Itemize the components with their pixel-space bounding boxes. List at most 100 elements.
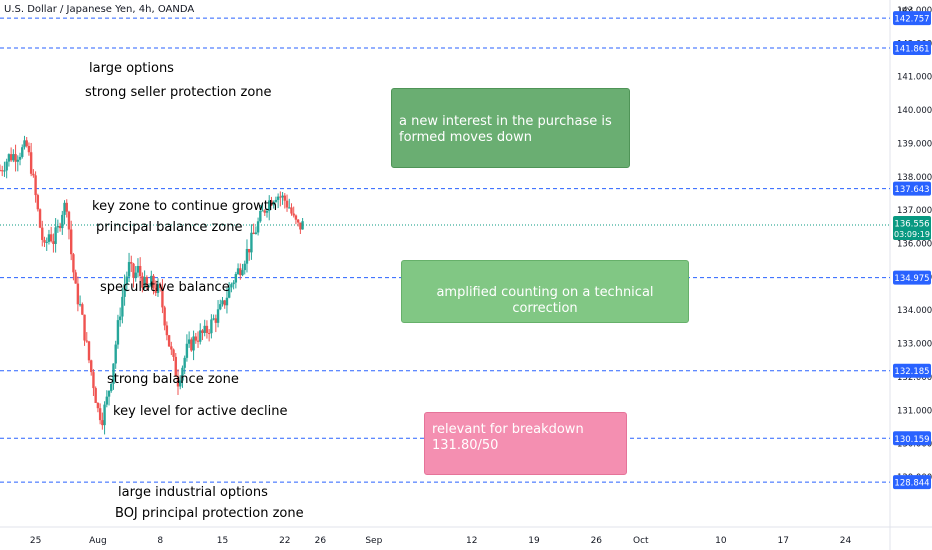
candle-body xyxy=(196,340,200,342)
candle-body xyxy=(150,275,153,287)
y-tick-label: 139.000 xyxy=(897,139,932,149)
candle-body xyxy=(283,195,286,201)
y-tick-label: 137.000 xyxy=(897,206,932,216)
candle-body xyxy=(110,383,113,391)
candle-body xyxy=(47,234,51,242)
y-tick-label: 134.000 xyxy=(897,306,932,316)
candle-body xyxy=(14,154,17,162)
y-tick-label: 133.000 xyxy=(897,340,932,350)
candle-body xyxy=(239,268,242,276)
candle-body xyxy=(141,276,144,288)
label-principal-balance: principal balance zone xyxy=(96,220,243,235)
candle-body xyxy=(263,210,266,213)
candle-body xyxy=(194,336,197,341)
candle-body xyxy=(179,380,182,387)
candle-body xyxy=(272,201,275,206)
chart-title: U.S. Dollar / Japanese Yen, 4h, OANDA xyxy=(4,4,195,15)
x-tick-label: 15 xyxy=(217,536,228,546)
candle-body xyxy=(67,211,71,230)
candle-body xyxy=(192,336,195,351)
level-tag-label: 137.643 xyxy=(894,185,929,195)
note-technical-correction[interactable]: amplified counting on a technical correc… xyxy=(401,260,689,323)
candle-body xyxy=(54,227,57,244)
label-key-level-decline: key level for active decline xyxy=(113,404,288,419)
candle-body xyxy=(43,239,46,243)
candle-body xyxy=(134,272,137,278)
note-breakdown[interactable]: relevant for breakdown 131.80/50 xyxy=(424,412,627,475)
level-tag-label: 128.844 xyxy=(894,479,929,489)
x-tick-label: Aug xyxy=(89,536,107,546)
candle-body xyxy=(268,200,271,211)
x-tick-label: 12 xyxy=(466,536,477,546)
level-tag xyxy=(893,431,931,446)
candle-body xyxy=(52,241,55,244)
candle-body xyxy=(176,376,180,387)
candle-body xyxy=(112,363,115,384)
candle-body xyxy=(61,214,64,229)
candle-body xyxy=(292,213,295,216)
candle-body xyxy=(38,209,42,228)
label-industrial-options: large industrial options xyxy=(118,485,268,500)
y-tick-label: 138.000 xyxy=(897,173,932,183)
candle-body xyxy=(250,232,253,253)
candle-body xyxy=(219,304,222,310)
candle-body xyxy=(214,318,218,323)
level-tag-label: 142.757 xyxy=(894,15,929,25)
label-strong-seller-zone: strong seller protection zone xyxy=(85,85,272,100)
candle-body xyxy=(136,265,140,273)
candle-body xyxy=(12,154,15,161)
candle-body xyxy=(103,404,106,426)
y-tick-label: 136.000 xyxy=(897,239,932,249)
candle-body xyxy=(41,227,44,240)
candle-body xyxy=(265,210,269,213)
candle-body xyxy=(118,316,122,321)
candle-body xyxy=(301,221,304,230)
candle-body xyxy=(0,170,2,172)
candle-body xyxy=(116,320,120,345)
candle-body xyxy=(223,300,226,306)
candle-body xyxy=(143,277,146,288)
y-tick-label: 143.000 xyxy=(897,6,932,16)
candle-body xyxy=(159,284,162,289)
candle-body xyxy=(27,145,31,153)
candle-body xyxy=(147,286,151,288)
candle-body xyxy=(274,199,278,202)
candle-body xyxy=(65,202,68,212)
candle-body xyxy=(127,262,131,277)
note-technical-correction-text: amplified counting on a technical correc… xyxy=(436,285,654,316)
candle-body xyxy=(210,319,213,334)
candle-body xyxy=(5,161,8,171)
candle-body xyxy=(21,147,24,157)
candle-body xyxy=(23,140,26,148)
candle-body xyxy=(63,202,66,215)
candle-body xyxy=(105,396,108,405)
candle-body xyxy=(232,282,235,285)
candle-body xyxy=(170,346,173,350)
label-key-zone-growth: key zone to continue growth xyxy=(92,199,278,214)
candle-body xyxy=(34,175,37,196)
label-speculative-balance: speculative balance xyxy=(100,280,230,295)
level-tag xyxy=(893,11,931,26)
level-tag-label: 141.861 xyxy=(894,44,929,54)
candle-body xyxy=(145,277,149,288)
level-tag xyxy=(893,270,931,285)
note-purchase-interest-text: a new interest in the purchase is formed… xyxy=(399,114,612,145)
label-boj-zone: BOJ principal protection zone xyxy=(115,506,304,521)
candle-body xyxy=(163,307,166,326)
candle-body xyxy=(90,360,93,373)
candle-body xyxy=(125,276,129,285)
candle-body xyxy=(85,340,88,342)
candle-body xyxy=(123,284,126,297)
candle-body xyxy=(205,325,209,333)
candle-body xyxy=(74,272,77,284)
candle-body xyxy=(72,254,75,273)
note-purchase-interest[interactable]: a new interest in the purchase is formed… xyxy=(391,88,630,168)
x-tick-label: 25 xyxy=(30,536,41,546)
candle-body xyxy=(101,420,104,426)
candle-body xyxy=(94,388,97,403)
candle-body xyxy=(254,232,258,234)
candle-body xyxy=(227,287,231,298)
candle-body xyxy=(288,207,291,209)
